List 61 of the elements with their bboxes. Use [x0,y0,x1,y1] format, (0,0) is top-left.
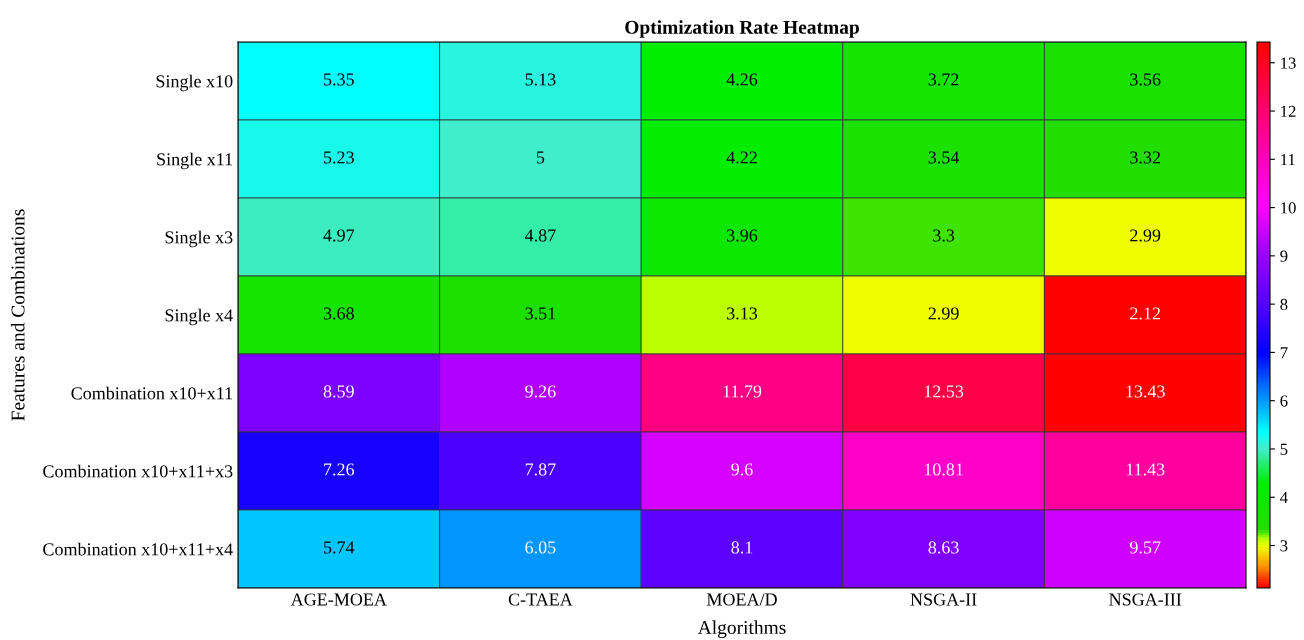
data-label: 8.1 [731,541,753,554]
data-label: 3.3 [933,229,955,242]
data-label: 5.74 [324,541,355,554]
data-label: 12.53 [924,385,964,398]
data-label: 2.99 [1130,229,1161,242]
color-bar-label: 9 [1280,250,1288,262]
color-bar-label: 6 [1280,395,1288,407]
data-label: 10.81 [924,463,963,476]
data-label: 3.96 [727,229,758,242]
data-label: 9.26 [525,385,556,398]
data-label: 9.57 [1129,541,1161,554]
color-bar-label: 5 [1280,443,1288,455]
x-tick-label: C-TAEA [508,593,573,606]
y-tick-label: Single x10 [156,74,233,92]
data-label: 3.68 [323,307,354,320]
data-label: 4.22 [726,151,757,164]
y-tick-label: Single x4 [165,308,233,326]
data-label: 8.63 [928,541,959,554]
x-tick-label: NSGA-II [910,593,977,606]
y-tick-label: Single x11 [157,152,233,170]
data-label: 5 [536,151,545,164]
data-label: 11.43 [1126,463,1165,476]
y-tick-label: Combination x10+x11+x4 [43,542,233,556]
data-label: 5.35 [324,73,354,86]
color-bar-label: 12 [1281,105,1296,117]
color-bar-label: 7 [1280,347,1288,359]
data-label: 2.12 [1130,307,1160,320]
y-tick-label: Combination x10+x11 [71,386,233,400]
data-label: 8.59 [323,385,354,398]
data-label: 7.87 [525,463,556,476]
data-label: 5.13 [525,73,556,86]
x-axis-title: Algorithms [697,620,786,639]
data-label: 4.87 [524,229,556,242]
color-bar-label: 11 [1281,154,1295,166]
x-tick-label: MOEA/D [706,593,777,606]
data-label: 3.13 [727,307,758,320]
data-label: 4.26 [726,73,758,86]
data-label: 11.79 [723,385,762,398]
data-label: 3.56 [1130,73,1161,86]
data-label: 2.99 [928,307,959,320]
color-bar-label: 3 [1280,540,1288,552]
data-label: 13.43 [1126,385,1165,398]
y-tick-label: Combination x10+x11+x3 [43,464,233,478]
color-bar-label: 13 [1281,57,1296,69]
data-label: 3.54 [928,151,960,164]
y-tick-label: Single x3 [165,230,233,248]
data-label: 7.26 [324,463,355,476]
y-axis-title: Features and Combinations [10,209,25,421]
data-label: 3.72 [928,73,959,86]
color-bar-label: 8 [1280,298,1288,311]
data-label: 5.23 [324,151,354,164]
data-label: 4.97 [323,229,355,242]
x-tick-label: AGE-MOEA [290,593,387,606]
chart-title: Optimization Rate Heatmap [625,20,859,38]
data-label: 9.6 [731,463,753,476]
data-label: 3.32 [1130,151,1160,164]
x-tick-label: NSGA-III [1109,593,1182,606]
color-bar-label: 10 [1281,202,1296,214]
data-label: 6.05 [525,541,556,554]
data-label: 3.51 [525,307,556,320]
color-bar-label: 4 [1280,492,1288,504]
